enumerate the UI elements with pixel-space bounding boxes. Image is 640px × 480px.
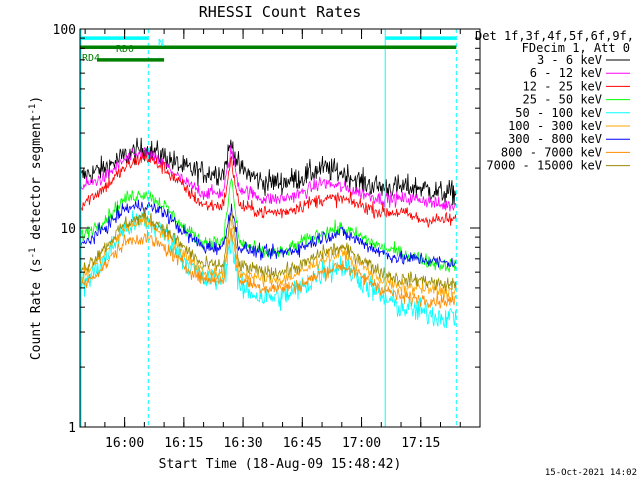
axes: 1 10 100 16:00 16:15 16:30 16:45 17:00 17:15 (53, 23, 480, 451)
x-tick-label-5: 17:00 (342, 436, 381, 451)
y-tick-label-2: 10 (60, 222, 76, 237)
legend-entry-3: 12 - 25 keV (523, 79, 602, 93)
annotation-label-4: RD4 (82, 53, 100, 64)
annotation-label-1: N (158, 38, 164, 49)
y-axis-label-main: Count Rate (s (29, 258, 44, 360)
legend-entry-8: 800 - 7000 keV (501, 145, 602, 159)
x-tick-label-3: 16:30 (224, 436, 263, 451)
y-tick-label-1: 1 (68, 421, 76, 436)
x-axis-label: Start Time (18-Aug-09 15:48:42) (159, 457, 402, 472)
y-tick-label-3: 100 (53, 23, 76, 38)
y-axis-label-exponent-2: -1 (28, 104, 38, 115)
timestamp: 15-Oct-2021 14:02 (545, 468, 637, 478)
x-tick-label-1: 16:00 (105, 436, 144, 451)
x-tick-label-4: 16:45 (283, 436, 322, 451)
series-line-2 (80, 144, 457, 212)
x-tick-label-6: 17:15 (401, 436, 440, 451)
series-line-8 (80, 228, 457, 309)
y-axis-label: Count Rate (s-1 detector segment-1) (28, 96, 44, 360)
chart-title: RHESSI Count Rates (199, 3, 362, 21)
series-line-4 (80, 177, 457, 273)
series-line-1 (80, 137, 457, 206)
series-line-9 (80, 207, 457, 292)
legend-header-line-2: FDecim 1, Att 0 (522, 41, 630, 55)
legend: Det 1f,3f,4f,5f,6f,9f, FDecim 1, Att 0 3… (475, 29, 634, 173)
legend-entry-4: 25 - 50 keV (523, 93, 602, 107)
series-line-3 (80, 152, 457, 228)
legend-entry-2: 6 - 12 keV (530, 66, 602, 80)
legend-entry-6: 100 - 300 keV (508, 119, 602, 133)
x-tick-label-2: 16:15 (164, 436, 203, 451)
legend-entry-5: 50 - 100 keV (515, 106, 602, 120)
legend-entry-9: 7000 - 15000 keV (486, 159, 602, 173)
legend-entry-7: 300 - 800 keV (508, 132, 602, 146)
annotation-label-3: RD0 (116, 44, 134, 55)
plot-lines (80, 137, 457, 329)
y-axis-label-exponent: -1 (28, 248, 38, 259)
legend-entry-1: 3 - 6 keV (537, 53, 602, 67)
legend-header-line-1: Det 1f,3f,4f,5f,6f,9f, (475, 29, 634, 43)
y-axis-label-tail: detector segment (29, 115, 44, 248)
y-axis-label-close: ) (29, 96, 44, 104)
